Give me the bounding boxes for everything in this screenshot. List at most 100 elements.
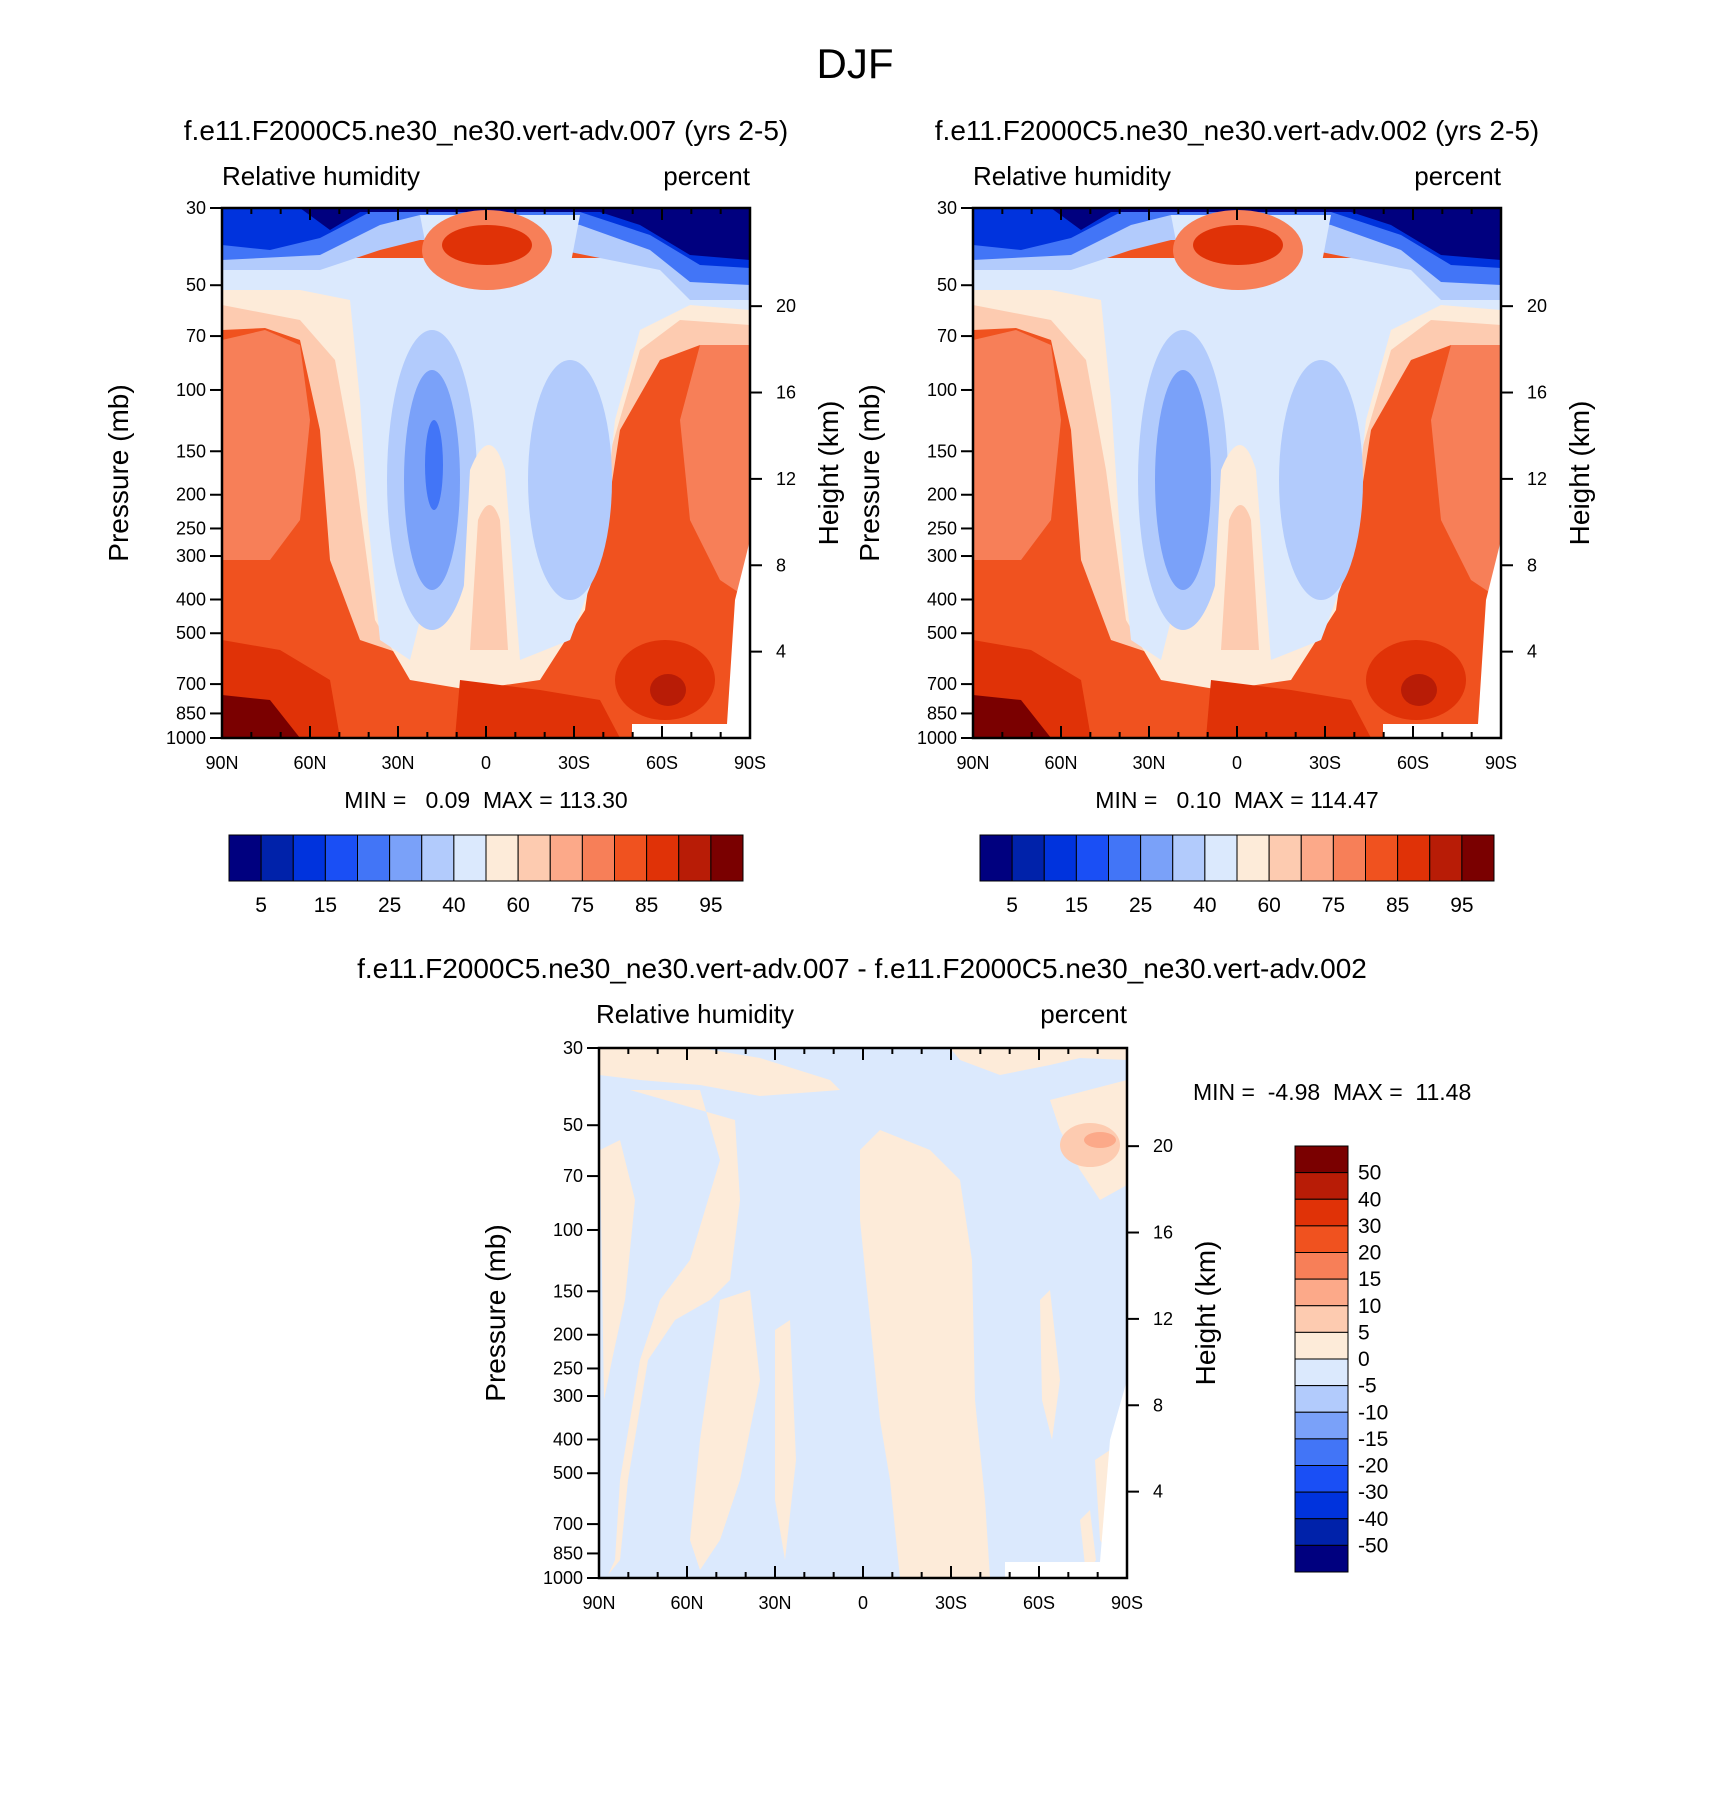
panel-1-xtick-label: 90S [1485,753,1517,773]
panel-1-strat-inner [973,208,1501,268]
panel-0-ytick-label: 850 [176,703,206,723]
panel-2-xtick-label: 60N [670,1593,703,1613]
panel-2-colorbar-box [1294,1518,1349,1546]
panel-1-ytick-right-label: 8 [1527,555,1537,575]
panel-0-ytick-label: 700 [176,674,206,694]
panel-1-ylabel: Pressure (mb) [854,384,885,561]
panel-2-colorbar-label: -30 [1358,1481,1388,1504]
panel-2-colorbar-label: 10 [1358,1295,1381,1318]
panel-2-colorbar-label: -15 [1358,1428,1388,1451]
panel-1-xtick-label: 30N [1132,753,1165,773]
panel-2-xtick-label: 90N [582,1593,615,1613]
panel-0-colorbar-box [453,834,487,882]
panel-0-xtick-label: 30S [558,753,590,773]
panel-0-colorbar-box [228,834,262,882]
panel-2-band-sh-positive-4 [1080,1510,1096,1575]
panel-2-xtick-label: 90S [1111,1593,1143,1613]
panel-0-stats: MIN = 0.09 MAX = 113.30 [344,787,627,813]
panel-0-ytick-label: 30 [186,198,206,218]
panel-0-ytick-label: 100 [176,380,206,400]
panel-0-band-sh-orange [680,340,750,600]
panel-1-colorbar-label: 60 [1257,894,1280,917]
panel-1-colorbar-box [1268,834,1302,882]
panel-1-ytick-label: 1000 [917,728,957,748]
panel-1-ytick-label: 200 [927,485,957,505]
panel-2-colorbar-label: 5 [1358,1321,1370,1344]
panel-0-colorbar-label: 40 [442,894,465,917]
panel-0-colorbar-box [292,834,326,882]
panel-2-colorbar-box [1294,1225,1349,1253]
panel-0-field [222,208,750,738]
panel-2-band-nh-positive [608,1090,740,1575]
panel-2-tropopause-peak [1084,1132,1116,1148]
panel-2-xtick-label: 0 [858,1593,868,1613]
panel-2-ytick-label: 700 [553,1514,583,1534]
panel-2-ytick-right-label: 8 [1153,1395,1163,1415]
panel-0-colorbar-label: 85 [635,894,658,917]
panel-2-units-label: percent [1040,999,1127,1029]
panel-1-colorbar-box [1011,834,1045,882]
panel-2-colorbar-box [1294,1491,1349,1520]
panel-0-colorbar-box [549,834,583,882]
panel-0-dry-cell-north-core [425,420,443,510]
panel-0-colorbar-box [389,834,423,882]
panel-2-colorbar-box [1294,1145,1349,1174]
panel-0-ytick-label: 400 [176,590,206,610]
panel-0-colorbar-box [581,834,615,882]
panel-1-ytick-label: 150 [927,441,957,461]
panel-1-colorbar-box [1461,834,1495,882]
panel-0-strat-inner [222,208,750,268]
panel-1-xtick-label: 60S [1397,753,1429,773]
panel-2-ylabel: Pressure (mb) [480,1224,511,1401]
panel-1-colorbar-label: 25 [1129,894,1152,917]
panel-2-ytick-label: 250 [553,1358,583,1378]
panel-2-colorbar-label: 20 [1358,1242,1381,1265]
panel-0-axes: 90N 60N 30N 0 30S 60S 90S 30 50 70 100 150 200 250 300… [166,198,796,773]
panel-1-missing-topography [1383,540,1501,738]
panel-1-xtick-label: 0 [1232,753,1242,773]
panel-2-ytick-right-label: 20 [1153,1136,1173,1156]
panel-1-colorbar-label: 5 [1006,894,1018,917]
panel-1-band-nh-orange [973,330,1061,560]
panel-0-ytick-label: 1000 [166,728,206,748]
panel-0-colorbar-label: 15 [314,894,337,917]
panel-0-xtick-label: 60S [646,753,678,773]
panel-1-ytick-label: 850 [927,703,957,723]
panel-0-colorbar-box [324,834,358,882]
panel-0-ylabel-right: Height (km) [813,401,844,546]
panel-0-xtick-label: 90N [205,753,238,773]
panel-0-ytick-label: 200 [176,485,206,505]
panel-2-colorbar-label: 40 [1358,1188,1381,1211]
panel-2-colorbar-label: 15 [1358,1268,1381,1291]
panel-0-ytick-label: 250 [176,518,206,538]
panel-1-xtick-label: 60N [1044,753,1077,773]
panel-2-ylabel-right: Height (km) [1190,1241,1221,1386]
panel-1-ytick-right-label: 12 [1527,469,1547,489]
panel-1-colorbar-box [1108,834,1142,882]
panel-2-ytick-label: 50 [563,1115,583,1135]
panel-0-ytick-right-label: 12 [776,469,796,489]
panel-2-xtick-label: 30N [758,1593,791,1613]
panel-2-band-nh-positive-2 [600,1140,635,1400]
panel-2-ytick-right-label: 16 [1153,1223,1173,1243]
panel-2-band-topright-positive [950,1048,1127,1075]
panel-1-colorbar-box [1397,834,1431,882]
panel-2-band-sh-positive-3 [1040,1290,1060,1440]
panel-1-colorbar-box [1332,834,1366,882]
panel-1-equatorial-tongue-inner [1221,505,1259,650]
panel-1-ytick-label: 100 [927,380,957,400]
panel-0-ytick-right-label: 16 [776,383,796,403]
panel-1-dry-cell-north-inner [1155,370,1211,590]
panel-2-colorbar-box [1294,1278,1349,1307]
panel-2-colorbar-box [1294,1252,1349,1280]
panel-0-colorbar: 5 15 25 40 60 75 85 95 [228,834,744,917]
panel-0-contours [222,208,750,738]
panel-1-colorbar-label: 95 [1450,894,1473,917]
panel-1-ytick-label: 500 [927,623,957,643]
panel-0-colorbar-box [421,834,455,882]
panel-1-ylabel-right: Height (km) [1564,401,1595,546]
panel-1-colorbar-box [1204,834,1238,882]
panel-0-band-nh-orange [222,330,310,560]
panel-0-ytick-label: 70 [186,326,206,346]
